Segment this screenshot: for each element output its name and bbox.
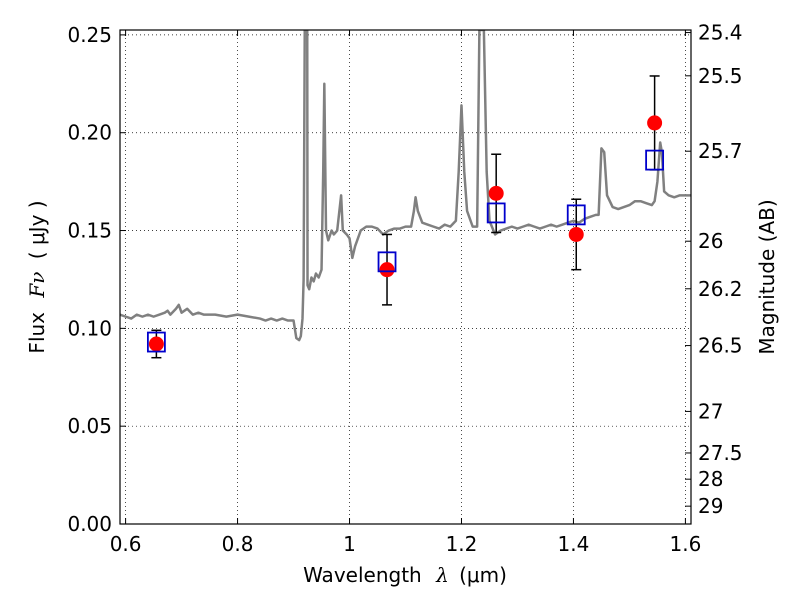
x-axis-label-text: Wavelength (303, 563, 422, 587)
y-axis-label-symbol: Fν (25, 272, 49, 299)
plot-frame (119, 29, 692, 525)
observed-flux-point (568, 226, 584, 242)
x-axis-label-symbol: λ (435, 563, 449, 587)
y-axis-label: Flux Fν ( μJy ) (25, 200, 49, 353)
mag-tick-label: 28 (698, 467, 723, 491)
observed-flux-point (148, 336, 164, 352)
x-tick-label: 1.6 (669, 532, 701, 556)
mag-tick-label: 26 (698, 229, 723, 253)
model-spectrum-line (120, 30, 691, 342)
y-tick-label: 0.25 (67, 23, 112, 47)
mag-tick-label: 26.2 (698, 277, 743, 301)
observed-flux-point (488, 185, 504, 201)
x-axis-label: Wavelength λ (μm) (303, 563, 507, 587)
model-photometry-square (566, 204, 586, 226)
y-tick-label: 0.05 (67, 414, 112, 438)
y-tick-label: 0.20 (67, 121, 112, 145)
y-tick-label: 0.10 (67, 316, 112, 340)
mag-tick-label: 29 (698, 494, 723, 518)
x-tick-label: 0.8 (222, 532, 254, 556)
y-axis-label-text: Flux (25, 312, 49, 354)
x-tick-label: 1 (343, 532, 356, 556)
mag-tick-label: 26.5 (698, 334, 743, 358)
plot-area (120, 30, 691, 342)
mag-tick-label: 25.4 (698, 21, 743, 45)
mag-tick-label: 27.5 (698, 441, 743, 465)
observed-flux-point (379, 262, 395, 278)
mag-tick-label: 25.7 (698, 139, 743, 163)
model-photometry-square (146, 331, 166, 353)
y-tick-label: 0.15 (67, 219, 112, 243)
x-tick-label: 0.6 (110, 532, 142, 556)
model-photometry-square (645, 149, 665, 171)
y-axis-label-unit: ( μJy ) (25, 200, 49, 259)
y-tick-label: 0.00 (67, 512, 112, 536)
plot-background (120, 30, 691, 524)
mag-tick-label: 25.5 (698, 64, 743, 88)
model-photometry-square (377, 251, 397, 273)
model-photometry-square (486, 202, 506, 224)
y2-axis-label: Magnitude (AB) (755, 199, 779, 354)
ticks: 0.6 0.8 1 1.2 1.4 1.6 0.00 0.05 0.10 0.15 0.20 0.25… (67, 21, 742, 556)
x-tick-label: 1.2 (446, 532, 478, 556)
mag-tick-label: 27 (698, 399, 723, 423)
observed-flux-point (647, 115, 663, 131)
x-axis-label-unit: (μm) (459, 563, 507, 587)
x-tick-label: 1.4 (558, 532, 590, 556)
data-points (146, 75, 665, 359)
